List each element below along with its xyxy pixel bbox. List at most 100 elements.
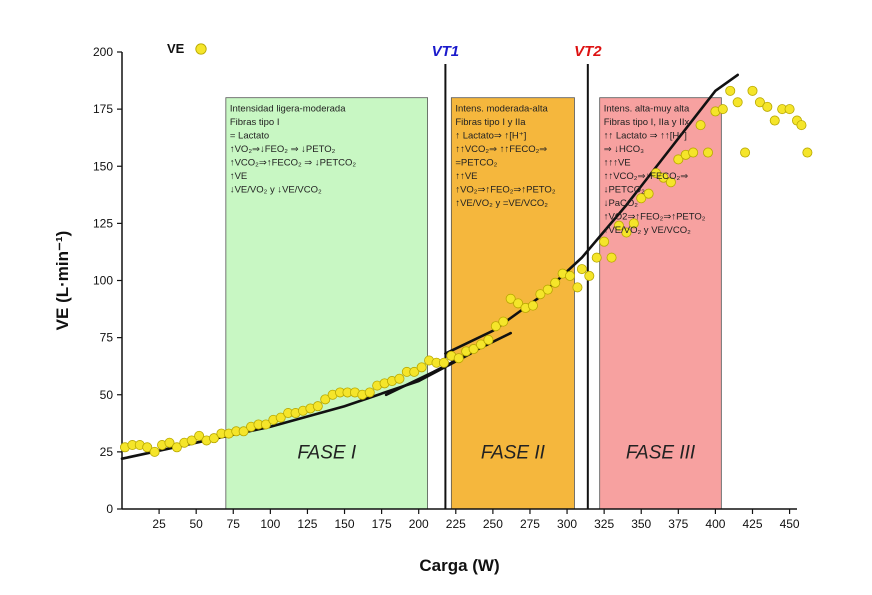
x-tick-label: 200 — [409, 517, 429, 531]
phase-description-line: Fibras tipo I y IIa — [455, 117, 526, 128]
data-point — [628, 218, 639, 229]
phase-description-line: = Lactato — [230, 131, 269, 142]
data-point — [238, 426, 249, 437]
data-point — [572, 282, 583, 293]
phase-description-line: ↑VE/VO₂ y =VE/VCO₂ — [455, 198, 548, 209]
data-point — [142, 442, 153, 453]
annotations: Intensidad ligera-moderada Fibras tipo I =… — [53, 41, 800, 575]
phase-box — [599, 97, 722, 510]
x-tick-label: 350 — [631, 517, 651, 531]
data-point — [591, 252, 602, 263]
data-point — [171, 442, 182, 453]
data-point — [164, 437, 175, 448]
phase-description-line: Intens. moderada-alta — [455, 104, 548, 115]
phase-description-line: ↑VE — [230, 171, 247, 182]
phase-description-line: ↑↑VCO₂⇒ ↑↑FECO₂⇒ — [455, 144, 547, 155]
y-axis-title: VE (L·min⁻¹) — [53, 231, 72, 331]
data-point — [535, 289, 546, 300]
y-tick-label: 25 — [100, 445, 114, 459]
data-point — [584, 270, 595, 281]
phase-box — [450, 97, 575, 510]
data-point — [658, 172, 669, 183]
data-point — [260, 419, 271, 430]
data-point — [796, 120, 807, 131]
phase-description-line: =PETCO₂ — [455, 158, 497, 169]
data-point — [643, 188, 654, 199]
x-tick-label: 125 — [297, 517, 317, 531]
data-point — [613, 220, 624, 231]
data-point — [416, 362, 427, 373]
phase-description-line: Fibras tipo I, IIa y IIx — [604, 117, 690, 128]
data-point — [747, 85, 758, 96]
x-tick-label: 100 — [260, 517, 280, 531]
data-point — [275, 412, 286, 423]
phase-description-line: ↑VO₂⇒↓FEO₂ ⇒ ↓PETO₂ — [230, 144, 336, 155]
data-point — [665, 177, 676, 188]
data-point — [468, 344, 479, 355]
data-point — [312, 401, 323, 412]
x-tick-label: 325 — [594, 517, 614, 531]
y-tick-label: 150 — [93, 159, 113, 173]
x-tick-label: 375 — [668, 517, 688, 531]
data-point — [702, 147, 713, 158]
phase-description-line: Intens. alta-muy alta — [604, 104, 690, 115]
x-tick-label: 300 — [557, 517, 577, 531]
data-point — [513, 298, 524, 309]
phase-description-line: Fibras tipo I — [230, 117, 280, 128]
y-tick-label: 50 — [100, 388, 114, 402]
data-point — [802, 147, 813, 158]
data-point — [606, 252, 617, 263]
data-point — [409, 366, 420, 377]
data-point — [695, 120, 706, 131]
axes — [117, 51, 797, 514]
data-point — [550, 277, 561, 288]
data-point — [438, 357, 449, 368]
data-point — [527, 300, 538, 311]
phase-description-line: ↑VCO₂⇒↑FECO₂ ⇒ ↓PETCO₂ — [230, 158, 357, 169]
data-point — [149, 446, 160, 457]
phase-description-line: ↑↑VE — [455, 171, 477, 182]
x-tick-label: 225 — [446, 517, 466, 531]
phase-description-line: ↓PaCO₂ — [604, 198, 639, 209]
phase-description-line: ↑ Lactato⇒ ↑[H⁺] — [455, 131, 526, 142]
data-point — [394, 373, 405, 384]
x-tick-label: 425 — [742, 517, 762, 531]
phase-box — [225, 97, 429, 510]
phase-description-line: ↑↑ Lactato ⇒ ↑↑[H⁺] — [604, 131, 687, 142]
data-point — [476, 339, 487, 350]
data-point — [490, 321, 501, 332]
x-tick-label: 450 — [780, 517, 800, 531]
phase-description-line: Intensidad ligera-moderada — [230, 104, 346, 115]
phase-description-line: ↓PETCO₂ — [604, 185, 645, 196]
phase-description-line: ⇒ ↓HCO₃ — [604, 144, 644, 155]
phase-description-line: ↑VO₂⇒↑FEO₂⇒↑PETO₂ — [455, 185, 555, 196]
data-point — [732, 97, 743, 108]
legend-label: VE — [167, 41, 185, 56]
phase-title: FASE III — [626, 443, 696, 464]
threshold-label: VT1 — [432, 43, 460, 60]
x-tick-label: 150 — [335, 517, 355, 531]
x-tick-label: 250 — [483, 517, 503, 531]
data-point — [364, 387, 375, 398]
y-tick-label: 0 — [106, 502, 113, 516]
x-tick-label: 25 — [152, 517, 166, 531]
threshold-label: VT2 — [574, 43, 602, 60]
y-tick-label: 125 — [93, 216, 113, 230]
data-point — [754, 97, 765, 108]
data-point — [688, 147, 699, 158]
data-point — [673, 154, 684, 165]
phase-description-line: ↑VO2⇒↑FEO₂⇒↑PETO₂ — [604, 212, 706, 223]
data-point — [505, 293, 516, 304]
y-tick-label: 100 — [93, 274, 113, 288]
data-point — [194, 430, 205, 441]
phase-description-line: ↓VE/VO₂ y ↓VE/VCO₂ — [230, 185, 322, 196]
legend-marker — [195, 43, 207, 55]
data-point — [453, 353, 464, 364]
data-point — [320, 394, 331, 405]
x-axis-title: Carga (W) — [419, 556, 499, 575]
data-points — [119, 85, 813, 457]
x-tick-label: 275 — [520, 517, 540, 531]
y-tick-label: 175 — [93, 102, 113, 116]
phase-description-line: ↑↑↑VE — [604, 158, 631, 169]
data-point — [208, 433, 219, 444]
